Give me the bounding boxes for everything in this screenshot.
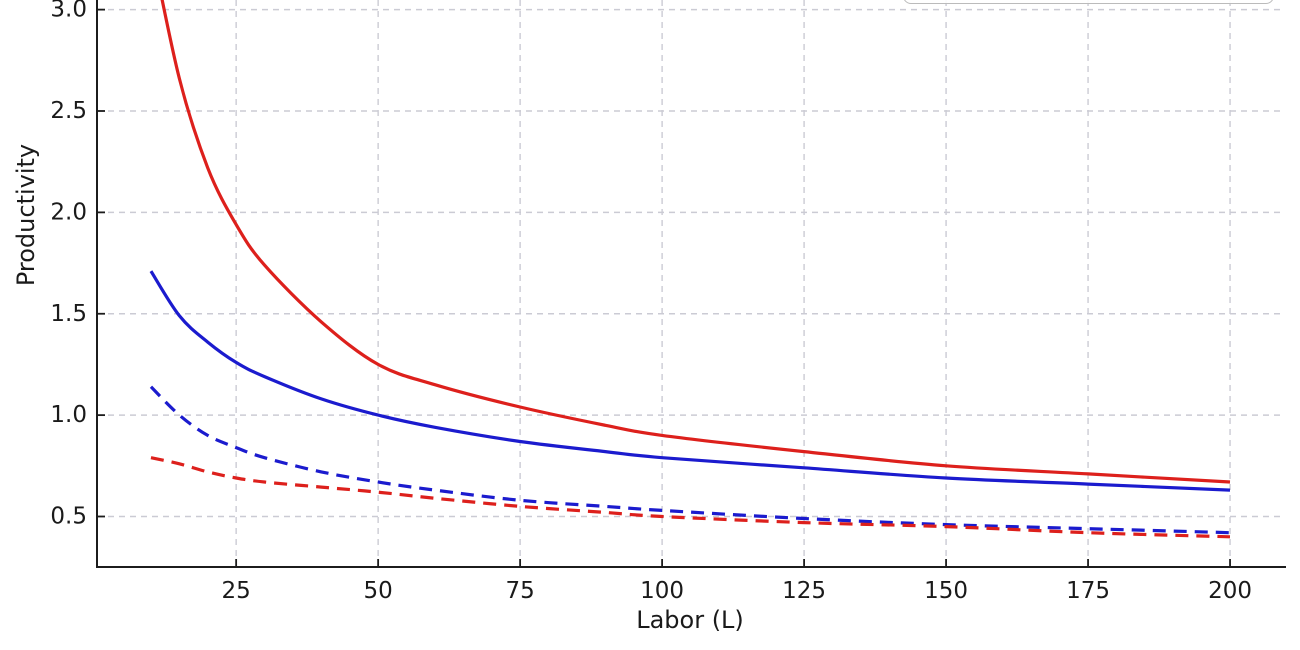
x-tick-label: 75 (505, 578, 534, 604)
y-tick-label: 2.5 (50, 98, 87, 124)
x-tick-label: 175 (1066, 578, 1110, 604)
data-curves (149, 0, 1231, 539)
x-tick-label: 25 (222, 578, 251, 604)
y-axis-label: Productivity (12, 143, 40, 287)
tick-marks (97, 8, 1231, 567)
legend-box (903, 0, 1274, 4)
x-tick-label: 50 (363, 578, 392, 604)
tick-labels: 25 50 75 100 125 150 175 200 0.5 1.0 1.5 2.0 2.5 3.0 (50, 0, 1252, 604)
x-tick-label: 125 (782, 578, 826, 604)
y-tick-label: 1.0 (50, 402, 87, 428)
series-red-solid-curve (160, 0, 1231, 484)
y-tick-label: 1.5 (50, 301, 87, 327)
series-blue-dashed-curve (149, 385, 1231, 535)
series-red-dashed-curve (150, 456, 1231, 539)
series-blue-solid-curve (149, 270, 1231, 492)
x-tick-label: 200 (1208, 578, 1252, 604)
x-tick-label: 100 (640, 578, 684, 604)
y-tick-label: 2.0 (50, 199, 87, 225)
y-tick-label: 3.0 (50, 0, 87, 23)
y-tick-label: 0.5 (50, 504, 87, 530)
x-axis-label: Labor (L) (636, 606, 744, 634)
x-tick-label: 150 (924, 578, 968, 604)
